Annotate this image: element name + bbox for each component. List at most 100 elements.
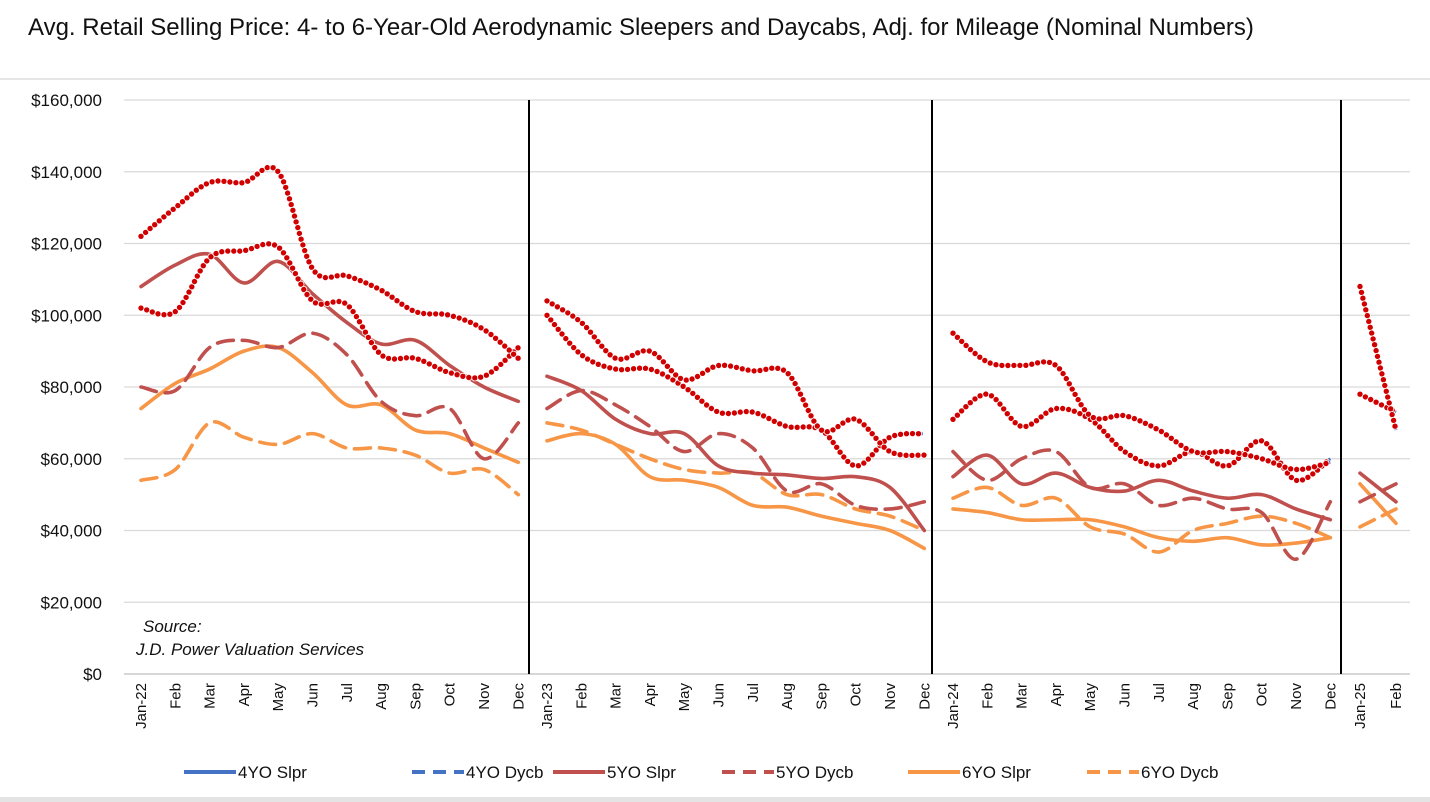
bottom-divider [0, 797, 1430, 802]
x-tick-label: Jun [711, 683, 728, 707]
line-marker [553, 303, 561, 311]
line-marker [290, 212, 298, 220]
line-marker [301, 247, 309, 255]
x-tick-label: Feb [979, 683, 996, 709]
line-marker [207, 253, 215, 261]
line-marker [472, 321, 480, 329]
line-marker [915, 430, 923, 438]
line-marker [196, 267, 204, 275]
line-marker [1037, 413, 1045, 421]
line-marker [285, 195, 293, 203]
line-marker [587, 328, 595, 336]
series-line [1358, 471, 1398, 504]
line-marker [232, 179, 240, 187]
series-4yo-slpr [137, 164, 1399, 473]
line-marker [738, 365, 746, 373]
legend-label: 6YO Slpr [962, 763, 1031, 782]
line-marker [358, 323, 366, 331]
line-marker [1148, 461, 1156, 469]
x-tick-label: Feb [1388, 683, 1405, 709]
line-marker [793, 423, 801, 431]
line-marker [345, 303, 353, 311]
line-marker [1000, 405, 1008, 413]
line-marker [438, 310, 446, 318]
line-marker [1267, 444, 1275, 452]
line-marker [547, 316, 555, 324]
line-marker [1113, 412, 1121, 420]
line-marker [967, 346, 975, 354]
line-marker [148, 308, 156, 316]
line-marker [1068, 385, 1076, 393]
line-marker [1358, 288, 1366, 296]
x-tick-label: Jun [305, 683, 322, 707]
line-marker [730, 409, 738, 417]
y-tick-label: $140,000 [31, 163, 102, 182]
line-marker [682, 376, 690, 384]
line-marker [1371, 341, 1379, 349]
line-marker [574, 316, 582, 324]
line-marker [598, 342, 606, 350]
y-tick-label: $120,000 [31, 235, 102, 254]
line-marker [311, 268, 319, 276]
line-marker [151, 221, 159, 229]
x-tick-label: Nov [882, 683, 899, 710]
line-marker [733, 363, 741, 371]
line-marker [345, 272, 353, 280]
line-marker [1065, 380, 1073, 388]
line-marker [574, 348, 582, 356]
line-marker [1366, 323, 1374, 331]
x-tick-label: Jan-25 [1352, 683, 1369, 729]
line-marker [1378, 401, 1386, 409]
line-marker [408, 354, 416, 362]
line-marker [1042, 409, 1050, 417]
line-marker [1235, 449, 1243, 457]
line-marker [1016, 361, 1024, 369]
line-marker [487, 368, 495, 376]
line-marker [388, 293, 396, 301]
line-marker [1089, 414, 1097, 422]
line-marker [1040, 358, 1048, 366]
line-marker [872, 434, 880, 442]
line-marker [258, 166, 266, 174]
line-marker [998, 361, 1006, 369]
line-marker [1003, 410, 1011, 418]
y-tick-label: $160,000 [31, 91, 102, 110]
x-tick-label: Aug [1185, 683, 1202, 710]
line-marker [709, 363, 717, 371]
line-marker [1252, 438, 1260, 446]
line-marker [311, 299, 319, 307]
line-marker [823, 428, 831, 436]
source-name: J.D. Power Valuation Services [135, 640, 365, 659]
line-marker [679, 382, 687, 390]
line-marker [1176, 452, 1184, 460]
line-marker [1096, 423, 1104, 431]
line-marker [1287, 473, 1295, 481]
line-marker [868, 451, 876, 459]
line-marker [253, 170, 261, 178]
line-marker [1230, 458, 1238, 466]
line-marker [349, 308, 357, 316]
line-marker [142, 228, 150, 236]
line-marker [361, 328, 369, 336]
line-marker [774, 364, 782, 372]
source-note: Source: J.D. Power Valuation Services [135, 617, 365, 659]
line-marker [432, 310, 440, 318]
line-marker [971, 349, 979, 357]
line-marker [1121, 448, 1129, 456]
line-marker [677, 374, 685, 382]
line-marker [199, 262, 207, 270]
line-marker [236, 247, 244, 255]
line-marker [212, 249, 220, 257]
line-marker [1322, 459, 1330, 467]
x-tick-label: Mar [1014, 683, 1031, 709]
x-tick-label: Mar [202, 683, 219, 709]
line-marker [787, 423, 795, 431]
line-marker [1053, 404, 1061, 412]
line-marker [742, 408, 750, 416]
line-marker [289, 206, 297, 214]
line-marker [174, 202, 182, 210]
line-marker [444, 311, 452, 319]
line-marker [471, 374, 479, 382]
line-marker [602, 347, 610, 355]
line-marker [813, 422, 821, 430]
